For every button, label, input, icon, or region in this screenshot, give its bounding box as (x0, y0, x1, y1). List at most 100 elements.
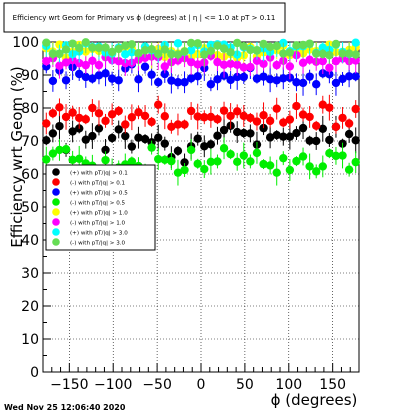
data-point (94, 60, 104, 70)
data-point (140, 62, 150, 71)
data-point (147, 45, 156, 54)
data-point (325, 63, 334, 72)
data-point (272, 130, 281, 140)
data-point (312, 136, 321, 146)
data-point (239, 63, 248, 72)
data-point (213, 75, 222, 84)
data-point (173, 39, 183, 48)
legend-entry-label: (+) with pT/|q| > 1.0 (70, 211, 128, 217)
data-point (233, 60, 242, 69)
data-point (298, 123, 308, 133)
data-point (81, 60, 90, 70)
data-point (88, 131, 97, 141)
data-point (298, 110, 308, 119)
legend-entry-label: (-) with pT/|q| > 0.1 (70, 181, 126, 187)
legend-marker (52, 168, 60, 176)
data-point (101, 69, 110, 78)
legend-entry-label: (-) with pT/|q| > 3.0 (70, 241, 126, 247)
data-point (298, 78, 308, 88)
data-point (48, 129, 58, 138)
y-tick-label: 100 (12, 35, 39, 51)
data-point (259, 72, 268, 81)
data-point (285, 62, 295, 71)
data-point (200, 113, 209, 122)
data-point (252, 56, 262, 66)
data-point (272, 168, 281, 177)
data-point (140, 53, 150, 63)
data-point (285, 165, 295, 175)
y-tick-label: 0 (30, 365, 39, 381)
data-point (312, 49, 321, 58)
data-point (48, 149, 58, 158)
data-point (147, 70, 156, 79)
x-tick-label: 50 (236, 377, 254, 393)
data-point (318, 162, 327, 171)
data-point (200, 164, 209, 174)
data-point (94, 71, 104, 80)
y-tick-label: 60 (21, 167, 39, 183)
data-point (160, 155, 169, 165)
data-point (88, 103, 97, 113)
data-point (226, 59, 235, 68)
data-point (233, 107, 242, 116)
data-point (121, 120, 130, 129)
data-point (213, 41, 222, 50)
data-point (186, 46, 196, 55)
data-point (94, 124, 104, 133)
data-point (226, 75, 235, 85)
data-point (305, 55, 314, 65)
data-point (265, 133, 275, 142)
data-point (160, 139, 169, 148)
data-point (344, 129, 354, 139)
data-point (219, 60, 229, 69)
data-point (167, 50, 176, 59)
data-point (325, 149, 334, 158)
data-point (114, 56, 123, 66)
timestamp: Wed Nov 25 12:06:40 2020 (4, 403, 126, 412)
legend-marker (52, 228, 60, 236)
data-point (318, 49, 327, 59)
data-point (252, 46, 262, 55)
data-point (134, 49, 143, 58)
data-point (173, 168, 183, 177)
data-point (279, 49, 288, 58)
data-point (292, 128, 301, 138)
data-point (193, 112, 202, 121)
data-point (331, 78, 341, 88)
data-point (127, 157, 137, 166)
data-point (272, 41, 281, 51)
data-point (160, 62, 169, 71)
data-point (140, 46, 150, 55)
legend-entry-label: (+) with pT/|q| > 3.0 (70, 231, 128, 237)
legend-marker (52, 208, 60, 216)
data-point (219, 144, 229, 153)
data-point (252, 74, 262, 83)
data-point (193, 134, 202, 143)
data-point (312, 167, 321, 176)
data-point (272, 60, 281, 70)
data-point (127, 113, 137, 122)
data-point (173, 78, 183, 87)
data-point (88, 56, 97, 66)
data-point (279, 153, 288, 163)
data-point (213, 57, 222, 67)
data-point (318, 100, 327, 109)
data-point (61, 58, 71, 67)
data-point (285, 115, 295, 124)
data-point (114, 76, 123, 85)
data-point (107, 133, 117, 143)
data-point (246, 45, 255, 55)
data-point (325, 51, 334, 60)
data-point (114, 44, 123, 54)
data-point (252, 148, 262, 158)
data-point (279, 132, 288, 141)
data-point (147, 143, 156, 152)
data-point (252, 117, 262, 126)
data-point (305, 162, 314, 171)
x-tick-label: −50 (142, 377, 172, 393)
data-point (173, 120, 183, 129)
data-point (265, 42, 275, 52)
data-point (312, 80, 321, 89)
data-point (213, 115, 222, 124)
